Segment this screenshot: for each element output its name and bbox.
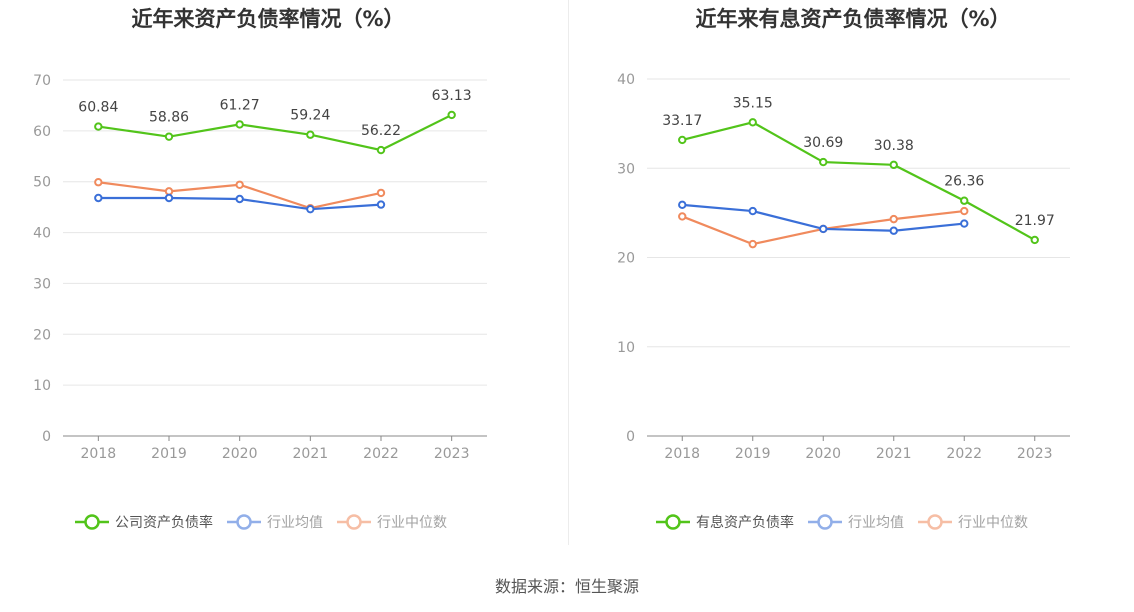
data-point-avg [235, 194, 244, 204]
y-tick-label: 50 [33, 175, 51, 191]
left-chart-panel: 近年来资产负债率情况（%） 0 10 20 30 40 50 60 70 2018 2019 2020… [0, 0, 567, 560]
legend-marker [665, 514, 681, 530]
legend-marker [817, 514, 833, 530]
y-tick-label: 10 [617, 340, 635, 356]
chart-title: 近年来资产负债率情况（%） [131, 7, 404, 31]
data-point-company [164, 132, 174, 141]
data-label: 61.27 [220, 97, 260, 113]
legend-label: 行业均值 [848, 515, 904, 531]
data-point-avg [748, 206, 757, 216]
data-source: 数据来源：恒生聚源 [494, 577, 639, 596]
data-label: 26.36 [944, 174, 984, 190]
data-point-avg [94, 193, 103, 203]
data-point-company [1030, 235, 1039, 245]
data-point-median [94, 178, 103, 187]
data-point-median [889, 214, 898, 224]
legend-item-company[interactable]: 有息资产负债率 [656, 514, 794, 531]
data-label: 33.17 [662, 113, 702, 129]
data-point-company [376, 145, 386, 155]
y-tick-label: 10 [33, 378, 51, 394]
data-point-median [960, 206, 969, 216]
data-point-company [819, 157, 828, 167]
series-line-company [98, 113, 453, 152]
data-point-avg [889, 226, 898, 235]
data-point-avg [819, 224, 828, 234]
data-label: 60.84 [78, 100, 118, 116]
data-point-company [94, 122, 103, 131]
y-tick-label: 0 [626, 429, 635, 445]
y-tick-label: 40 [33, 226, 51, 242]
x-tick-label: 2020 [222, 446, 258, 462]
data-point-median [164, 187, 174, 196]
y-tick-label: 20 [33, 327, 51, 343]
data-point-company [889, 160, 898, 170]
x-tick-label: 2019 [735, 446, 771, 462]
panel-divider [568, 0, 569, 545]
data-point-median [376, 188, 386, 198]
x-tick-label: 2023 [1017, 446, 1053, 462]
x-tick-label: 2021 [293, 446, 329, 462]
legend-item-avg[interactable]: 行业均值 [808, 514, 904, 531]
data-point-median [678, 212, 687, 221]
legend-label: 行业中位数 [958, 515, 1028, 531]
legend-item-median[interactable]: 行业中位数 [337, 514, 447, 531]
legend-label: 行业均值 [267, 515, 323, 531]
x-tick-label: 2022 [363, 446, 399, 462]
data-point-company [306, 130, 315, 139]
y-tick-label: 0 [42, 429, 51, 445]
y-tick-label: 60 [33, 124, 51, 140]
legend-item-median[interactable]: 行业中位数 [918, 514, 1028, 531]
y-tick-label: 20 [617, 251, 635, 267]
legend-marker [84, 514, 100, 530]
data-point-avg [306, 204, 315, 214]
data-point-median [748, 239, 757, 249]
x-tick-label: 2022 [946, 446, 982, 462]
legend-item-avg[interactable]: 行业均值 [227, 514, 323, 531]
data-point-company [960, 196, 969, 205]
data-point-avg [960, 219, 969, 228]
data-point-company [447, 110, 456, 120]
series-line-company [681, 121, 1036, 241]
data-label: 59.24 [290, 108, 330, 124]
legend-marker [927, 514, 943, 530]
right-chart-panel: 近年来有息资产负债率情况（%） 0 10 20 30 40 2018 2019 2020 2021… [567, 0, 1134, 560]
y-tick-label: 30 [617, 161, 635, 177]
data-point-avg [376, 200, 386, 209]
legend-label: 有息资产负债率 [696, 514, 794, 531]
y-tick-label: 30 [33, 276, 51, 292]
legend-label: 行业中位数 [377, 515, 447, 531]
data-label: 21.97 [1015, 213, 1055, 229]
data-label: 63.13 [432, 88, 472, 104]
legend-marker [346, 514, 362, 530]
data-label: 30.38 [874, 138, 914, 154]
legend-item-company[interactable]: 公司资产负债率 [75, 514, 213, 531]
x-tick-label: 2021 [876, 446, 912, 462]
legend-marker [236, 514, 252, 530]
x-tick-label: 2019 [151, 446, 187, 462]
data-point-company [748, 118, 757, 127]
data-point-avg [164, 193, 174, 203]
x-tick-label: 2018 [664, 446, 700, 462]
x-tick-label: 2020 [805, 446, 841, 462]
data-point-company [235, 120, 244, 129]
data-point-avg [678, 200, 687, 210]
chart-title: 近年来有息资产负债率情况（%） [695, 7, 1010, 31]
y-tick-label: 70 [33, 73, 51, 89]
data-point-median [235, 180, 244, 189]
x-tick-label: 2023 [434, 446, 470, 462]
interest-bearing-liability-ratio-chart: 近年来有息资产负债率情况（%） 0 10 20 30 40 2018 2019 2020 2021… [617, 7, 1070, 531]
y-tick-label: 40 [617, 72, 635, 88]
asset-liability-ratio-chart: 近年来资产负债率情况（%） 0 10 20 30 40 50 60 70 2018 2019 2020… [33, 7, 487, 531]
data-label: 35.15 [733, 95, 773, 111]
data-point-company [678, 135, 687, 145]
data-label: 58.86 [149, 110, 189, 126]
x-tick-label: 2018 [81, 446, 117, 462]
data-label: 30.69 [803, 135, 843, 151]
data-label: 56.22 [361, 123, 401, 139]
legend-label: 公司资产负债率 [115, 514, 213, 531]
